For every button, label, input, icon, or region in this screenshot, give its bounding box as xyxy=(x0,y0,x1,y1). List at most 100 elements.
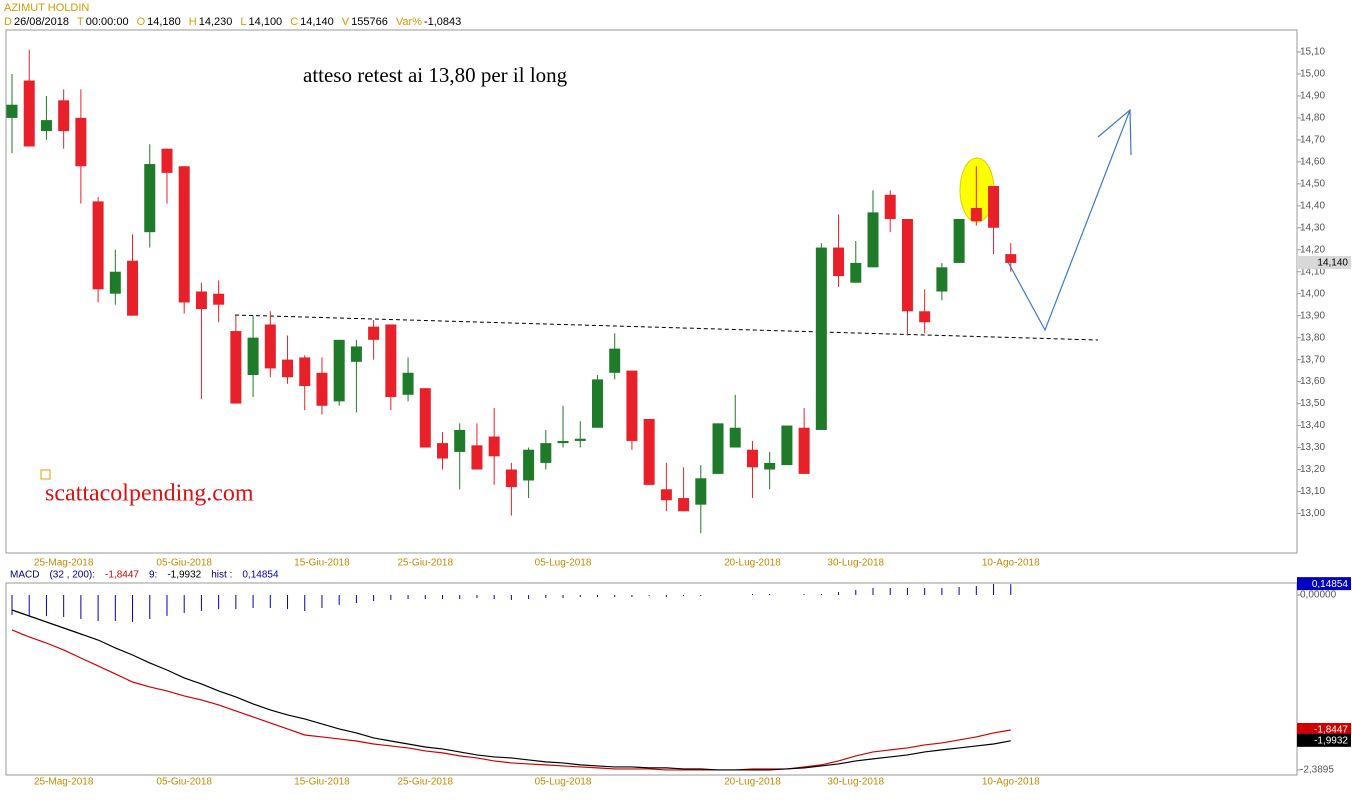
x-tick-label: 05-Giu-2018 xyxy=(156,558,212,569)
y-tick-label: 13,20 xyxy=(1300,464,1325,475)
x-tick-label: 25-Giu-2018 xyxy=(397,777,453,788)
candle-body xyxy=(385,324,397,397)
candle-body xyxy=(557,440,569,444)
candle-body xyxy=(591,379,603,428)
header-key: L xyxy=(240,16,246,28)
header-fields: D 26/08/2018 T 00:00:00 O 14,180 H 14,230 L 14,10… xyxy=(4,16,461,28)
x-tick-label: 05-Giu-2018 xyxy=(156,777,212,788)
candle-body xyxy=(109,271,121,294)
series-last-label-box xyxy=(1297,722,1351,736)
header-value: 14,140 xyxy=(300,16,334,28)
y-tick-label: 13,10 xyxy=(1300,486,1325,497)
candle-body xyxy=(609,348,621,373)
candle-body xyxy=(230,331,242,404)
arrow-head xyxy=(1097,108,1132,156)
plot xyxy=(6,49,1017,771)
y-tick-label: 14,30 xyxy=(1300,222,1325,233)
y-tick-label: 14,00 xyxy=(1300,288,1325,299)
candle-body xyxy=(264,324,276,369)
candle-body xyxy=(540,443,552,463)
header-key: O xyxy=(137,16,146,28)
candle-body xyxy=(75,117,87,167)
candle-body xyxy=(764,462,776,470)
candle-body xyxy=(712,423,724,474)
x-tick-label: 25-Mag-2018 xyxy=(34,777,94,788)
candle-body xyxy=(919,311,931,323)
candle-body xyxy=(626,370,638,441)
candle-body xyxy=(488,436,500,457)
y-tick-label: 15,00 xyxy=(1300,69,1325,80)
candle-body xyxy=(195,291,207,310)
header-value: 155766 xyxy=(351,16,388,28)
candle-body xyxy=(970,207,982,222)
candle-body xyxy=(247,337,259,376)
x-tick-label: 05-Lug-2018 xyxy=(535,777,592,788)
y-tick-label: 13,90 xyxy=(1300,310,1325,321)
candle-body xyxy=(92,201,104,290)
series-last-label-box xyxy=(1297,733,1351,747)
candle-body xyxy=(437,443,448,459)
candle-body xyxy=(1005,254,1017,263)
y-tick-label: 14,80 xyxy=(1300,113,1325,124)
watermark: scattacolpending.com xyxy=(45,481,254,507)
candle-body xyxy=(901,218,913,312)
y-tick-label: 13,70 xyxy=(1300,354,1325,365)
candle-body xyxy=(368,326,380,340)
y-tick-label: -2,3895 xyxy=(1300,764,1334,775)
header-value: 14,180 xyxy=(147,16,181,28)
candle-body xyxy=(23,80,35,147)
candle-body xyxy=(798,427,810,474)
candle-body xyxy=(505,469,517,488)
projection-arrow xyxy=(1007,109,1131,332)
candle-body xyxy=(299,357,311,386)
candle-body xyxy=(781,425,793,466)
candle-body xyxy=(402,372,414,395)
header-value: 26/08/2018 xyxy=(14,16,69,28)
legend-item: MACD xyxy=(10,570,39,581)
marker-square xyxy=(40,469,51,480)
legend-item: 0,14854 xyxy=(242,570,279,581)
candle-body xyxy=(178,166,190,303)
candle-body xyxy=(58,100,70,132)
x-tick-label: 25-Mag-2018 xyxy=(34,558,94,569)
candle-body xyxy=(867,212,879,268)
candle-body xyxy=(40,120,52,132)
x-tick-label: 15-Giu-2018 xyxy=(294,558,350,569)
legend-item: (32 , 200): xyxy=(49,570,95,581)
header-value: -1,0843 xyxy=(424,16,461,28)
x-tick-label: 10-Ago-2018 xyxy=(982,777,1040,788)
header-value: 14,100 xyxy=(249,16,283,28)
candle-body xyxy=(884,194,896,219)
y-tick-label: 14,90 xyxy=(1300,91,1325,102)
candle-body xyxy=(574,438,586,441)
series-last-label: -1,8447 xyxy=(1314,725,1348,736)
macd-panel xyxy=(5,582,1298,776)
header-key: Var% xyxy=(396,16,422,28)
y-tick-label: 14,40 xyxy=(1300,200,1325,211)
candle-body xyxy=(419,388,431,448)
header-value: 00:00:00 xyxy=(86,16,129,28)
header-key: C xyxy=(290,16,298,28)
candle-body xyxy=(678,498,690,512)
last-price: 14,140 xyxy=(1317,258,1348,269)
annotation: atteso retest ai 13,80 per il long xyxy=(303,63,568,87)
macd-line xyxy=(11,609,1011,771)
candle-body xyxy=(144,164,156,233)
legend-item: -1,8447 xyxy=(105,570,139,581)
candle-body xyxy=(660,489,672,501)
y-tick-label: 13,80 xyxy=(1300,332,1325,343)
y-tick-label: 13,50 xyxy=(1300,398,1325,409)
header-key: V xyxy=(342,16,350,28)
x-tick-label: 20-Lug-2018 xyxy=(724,777,781,788)
candle-body xyxy=(282,359,294,378)
hist-last-label-box xyxy=(1297,577,1351,591)
candle-body xyxy=(350,346,362,362)
y-tick-label: 0,00000 xyxy=(1300,590,1337,601)
x-tick-label: 10-Ago-2018 xyxy=(982,558,1040,569)
header-value: 14,230 xyxy=(199,16,233,28)
x-tick-label: 05-Lug-2018 xyxy=(535,558,592,569)
legend-item: hist : xyxy=(211,570,232,581)
y-tick-label: 14,10 xyxy=(1300,266,1325,277)
candle-body xyxy=(523,449,535,481)
instrument-title: AZIMUT HOLDIN xyxy=(4,2,89,14)
